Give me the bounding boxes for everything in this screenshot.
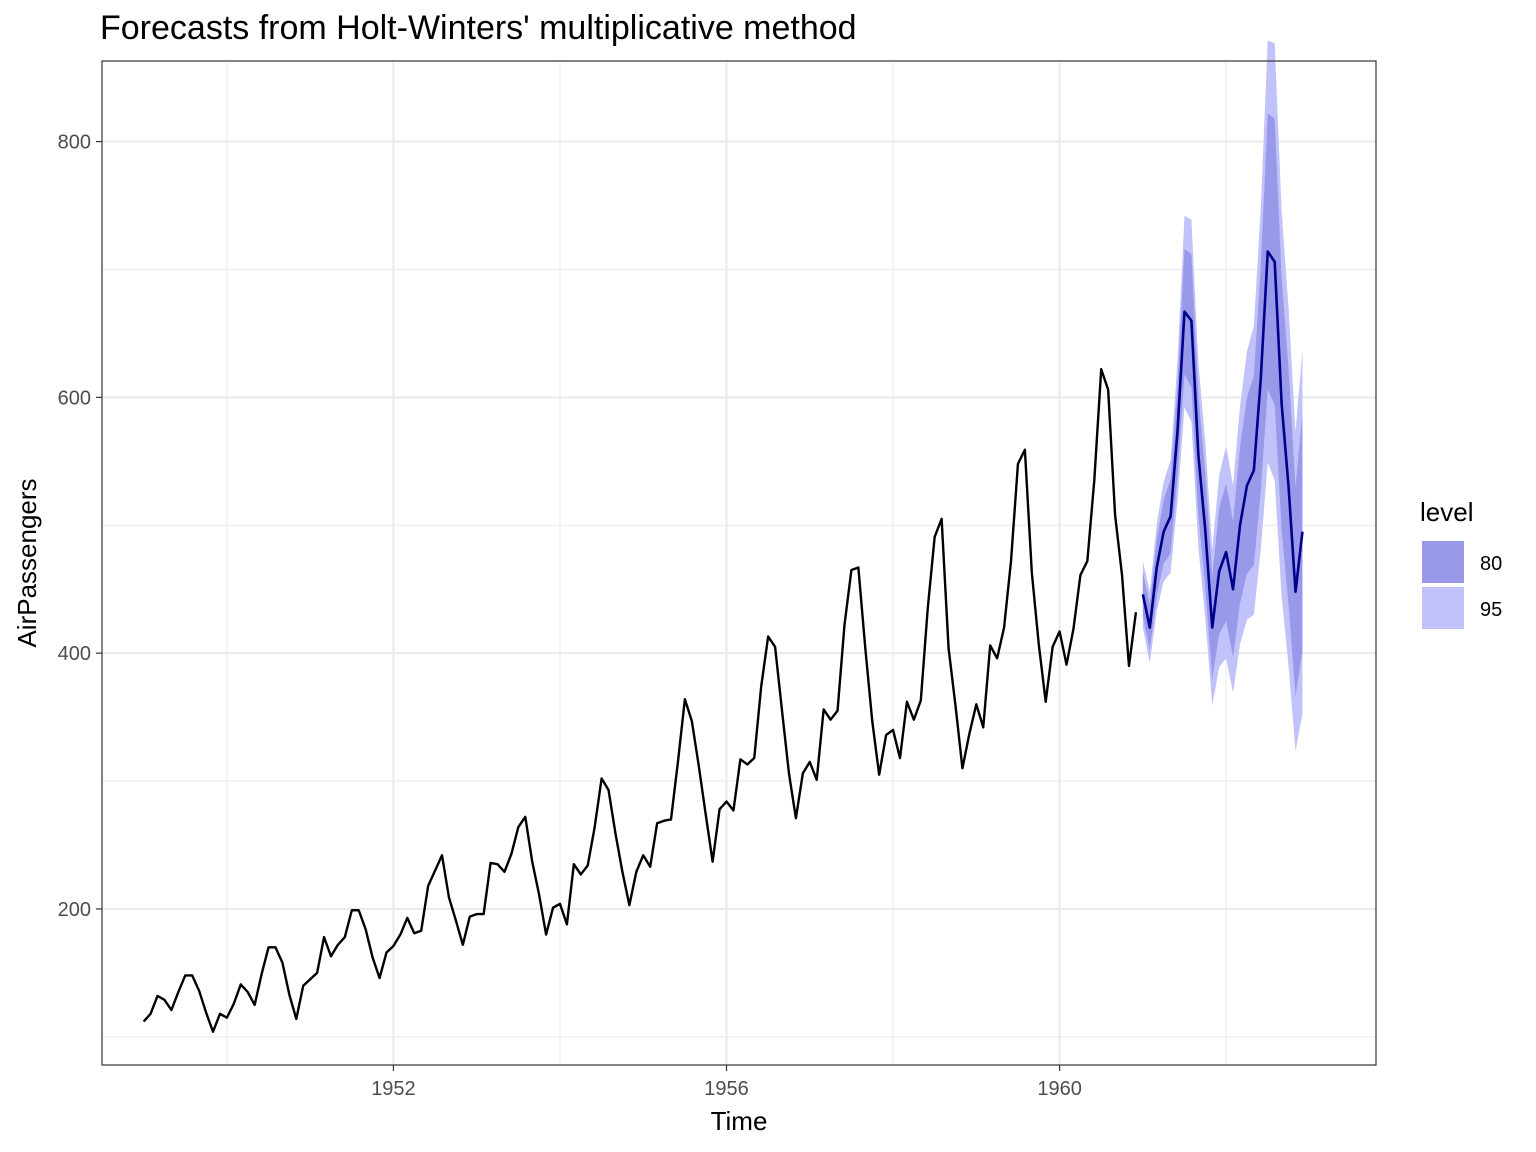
x-tick-label: 1960 xyxy=(1037,1078,1082,1100)
y-tick-label: 600 xyxy=(58,387,91,409)
major-gridlines xyxy=(102,61,1376,1065)
chart-title: Forecasts from Holt-Winters' multiplicat… xyxy=(100,9,857,47)
x-axis: 1952 1956 1960 xyxy=(371,1065,1082,1100)
y-tick-label: 400 xyxy=(58,643,91,665)
x-tick-label: 1956 xyxy=(704,1078,749,1100)
y-axis-title: AirPassengers xyxy=(12,478,42,647)
legend-key-80 xyxy=(1422,541,1464,583)
legend-key-95 xyxy=(1422,587,1464,629)
legend-title: level xyxy=(1420,497,1473,527)
band-95 xyxy=(1142,40,1303,752)
plot-panel xyxy=(102,61,1376,1065)
band-80-layer xyxy=(1142,113,1303,697)
x-axis-title: Time xyxy=(711,1106,768,1136)
y-tick-label: 200 xyxy=(58,899,91,921)
legend-label-80: 80 xyxy=(1480,553,1502,575)
observed-series-line xyxy=(142,368,1138,1033)
legend-label-95: 95 xyxy=(1480,599,1502,621)
panel-border xyxy=(101,60,1377,1066)
forecast-mean-line xyxy=(1141,250,1304,629)
x-tick-label: 1952 xyxy=(371,1078,416,1100)
band-95-layer xyxy=(1142,40,1303,752)
legend: level 80 95 xyxy=(1420,497,1502,629)
band-80 xyxy=(1142,113,1303,697)
y-axis: 200 400 600 800 xyxy=(58,132,102,921)
forecast-layer xyxy=(1141,250,1304,629)
observed-layer xyxy=(142,368,1138,1033)
y-tick-label: 800 xyxy=(58,132,91,154)
minor-gridlines xyxy=(102,61,1376,1065)
